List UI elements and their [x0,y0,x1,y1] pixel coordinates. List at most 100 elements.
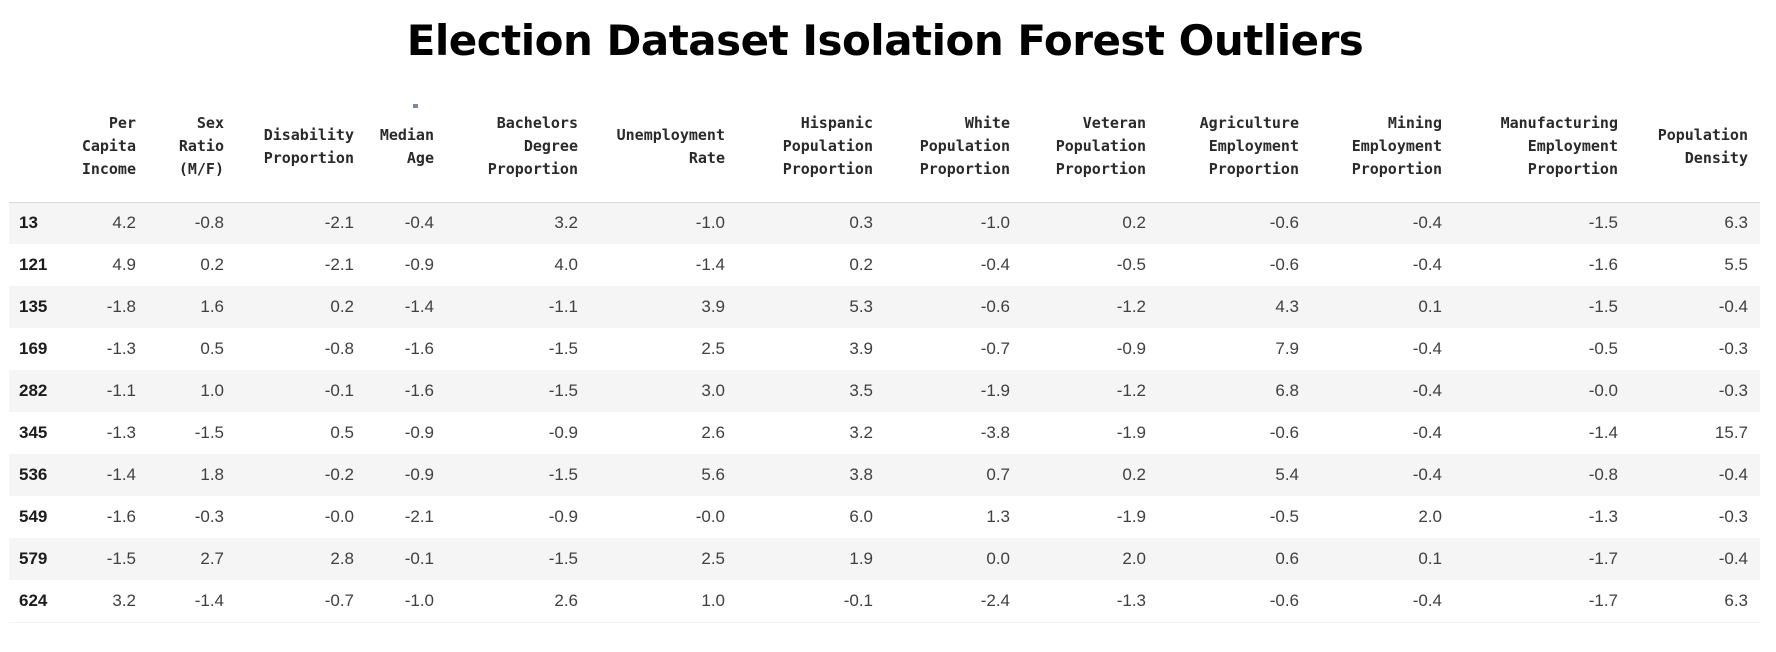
column-header: Hispanic Population Proportion [737,96,885,203]
table-cell: 0.2 [200,255,224,274]
table-cell: -0.4 [1311,580,1454,623]
table-cell: 1.9 [737,538,885,580]
table-cell: -0.4 [1630,454,1760,496]
table-cell: 1.0 [590,580,737,623]
row-index: 624 [9,580,55,623]
table-cell: -1.4 [366,286,446,328]
column-header: White Population Proportion [885,96,1022,203]
table-row: 536 -1.4 1.8 -0.2 -0.9 -1.5 5.6 3.8 0.7 0.2 5.4 -0.… [9,454,1760,496]
table-cell: 3.8 [737,454,885,496]
row-index: 579 [9,538,55,580]
table-cell: -0.0 [1454,370,1630,412]
table-cell: -1.2 [1022,370,1158,412]
table-cell: 2.5 [701,339,725,358]
table-cell: -0.3 [1718,507,1748,526]
table-cell: 3.5 [737,370,885,412]
row-index: 121 [19,255,48,274]
table-cell: -0.4 [1311,202,1454,244]
index-column-header [9,96,55,203]
table-cell: -1.5 [446,370,590,412]
column-header: Bachelors Degree Proportion [446,96,590,203]
table-cell: -0.5 [1116,255,1146,274]
table-cell: -0.4 [1412,255,1442,274]
table-cell: -0.4 [1630,286,1760,328]
table-cell: 7.9 [1275,339,1299,358]
table-cell: 0.0 [885,538,1022,580]
table-cell: -0.7 [236,580,366,623]
table-cell: -1.5 [194,423,224,442]
table-row: 549 -1.6 -0.3 -0.0 -2.1 -0.9 -0.0 6.0 1.3 -1.9 -0.… [9,496,1760,538]
table-cell: 3.9 [849,339,873,358]
table-cell: -1.6 [1588,255,1618,274]
column-header: Per Capita Income [55,96,148,203]
table-cell: 3.9 [590,286,737,328]
column-header: Sex Ratio (M/F) [148,96,236,203]
table-cell: 0.1 [1311,538,1454,580]
table-cell: -0.6 [1158,580,1311,623]
table-cell: -1.7 [1454,580,1630,623]
table-row: 169 -1.3 0.5 -0.8 -1.6 -1.5 2.5 3.9 -0.7 -0.9 7.9 -… [9,328,1760,370]
table-cell: -1.4 [55,454,148,496]
table-cell: 0.2 [1022,454,1158,496]
table-cell: 5.4 [1158,454,1311,496]
table-cell: -0.9 [404,423,434,442]
table-cell: 3.2 [446,202,590,244]
table-cell: -0.4 [366,202,446,244]
table-cell: -0.5 [1588,339,1618,358]
table-cell: -1.5 [1454,202,1630,244]
table-cell: -1.5 [55,538,148,580]
table-cell: -0.8 [324,339,354,358]
table-header: Per Capita Income Sex Ratio (M/F) Disabili… [9,96,1760,203]
table-row: 135 -1.8 1.6 0.2 -1.4 -1.1 3.9 5.3 -0.6 -1.2 4.3 0.… [9,286,1760,328]
table-row: 121 4.9 0.2 -2.1 -0.9 4.0 -1.4 0.2 -0.4 -0.5 -0.6 -… [9,244,1760,286]
table-cell: 0.6 [1158,538,1311,580]
table-cell: -1.5 [548,339,578,358]
column-header: Unemployment Rate [590,96,737,203]
column-header: Mining Employment Proportion [1311,96,1454,203]
table-cell: 3.0 [590,370,737,412]
table-cell: 0.3 [737,202,885,244]
table-cell: -1.5 [1454,286,1630,328]
table-cell: -1.8 [55,286,148,328]
table-cell: -0.0 [695,507,725,526]
table-header-row: Per Capita Income Sex Ratio (M/F) Disabili… [9,96,1760,203]
table-cell: -0.9 [1116,339,1146,358]
table-cell: 2.7 [148,538,236,580]
table-cell: 5.3 [737,286,885,328]
table-cell: -1.0 [366,580,446,623]
table-cell: -0.3 [194,507,224,526]
table-cell: -1.6 [106,507,136,526]
table-cell: 2.6 [446,580,590,623]
row-index: 345 [19,423,48,442]
table-cell: -0.6 [885,286,1022,328]
column-header: Median Age [366,96,446,203]
table-cell: -1.0 [885,202,1022,244]
table-cell: -0.6 [1158,202,1311,244]
table-cell: -2.1 [404,507,434,526]
table-cell: 2.6 [701,423,725,442]
table-cell: -1.5 [446,454,590,496]
table-cell: -0.3 [1630,370,1760,412]
table-cell: 1.8 [148,454,236,496]
table-cell: -1.4 [695,255,725,274]
table-cell: 1.6 [148,286,236,328]
table-cell: 6.0 [849,507,873,526]
table-cell: -1.3 [106,339,136,358]
column-header: Agriculture Employment Proportion [1158,96,1311,203]
table-row: 345 -1.3 -1.5 0.5 -0.9 -0.9 2.6 3.2 -3.8 -1.9 -0.6… [9,412,1760,454]
table-cell: -0.4 [1311,454,1454,496]
outliers-table: Per Capita Income Sex Ratio (M/F) Disabili… [9,96,1760,623]
table-cell: 2.8 [236,538,366,580]
row-index: 536 [9,454,55,496]
table-cell: -1.4 [1588,423,1618,442]
table-cell: -1.7 [1454,538,1630,580]
table-row: 579 -1.5 2.7 2.8 -0.1 -1.5 2.5 1.9 0.0 2.0 0.6 0.1-… [9,538,1760,580]
table-cell: 4.9 [112,255,136,274]
table-cell: -0.9 [548,423,578,442]
table-cell: 3.2 [849,423,873,442]
table-cell: -0.4 [1311,370,1454,412]
table-cell: -0.8 [148,202,236,244]
table-cell: -2.4 [885,580,1022,623]
table-cell: -1.3 [106,423,136,442]
table-cell: -0.9 [404,255,434,274]
